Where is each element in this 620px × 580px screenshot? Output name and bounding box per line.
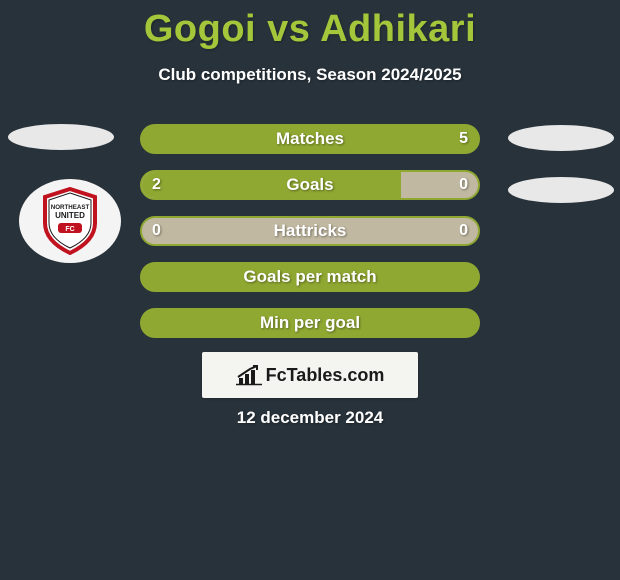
bar-label: Hattricks <box>142 218 478 244</box>
chart-icon <box>236 364 262 386</box>
brand-text: FcTables.com <box>266 365 385 386</box>
bar-row: Goals2 0 <box>140 170 480 200</box>
comparison-bars: Matches5Goals20Hattricks00Goals per matc… <box>140 124 480 354</box>
bar-value-right: 0 <box>459 218 468 244</box>
subtitle: Club competitions, Season 2024/2025 <box>0 65 620 85</box>
svg-text:FC: FC <box>65 226 74 233</box>
bar-row: Goals per match <box>140 262 480 292</box>
bar-row: Hattricks0 0 <box>140 216 480 246</box>
bar-value-right: 5 <box>459 126 468 152</box>
bar-row: Min per goal <box>140 308 480 338</box>
bar-value-right: 0 <box>459 172 468 198</box>
bar-label: Min per goal <box>142 310 478 336</box>
date-text: 12 december 2024 <box>0 408 620 428</box>
player-right-oval-1 <box>508 125 614 151</box>
bar-label: Goals per match <box>142 264 478 290</box>
bar-value-left: 0 <box>152 218 161 244</box>
player-left-oval <box>8 124 114 150</box>
player-right-oval-2 <box>508 177 614 203</box>
page-title: Gogoi vs Adhikari <box>0 0 620 51</box>
bar-row: Matches5 <box>140 124 480 154</box>
brand-box: FcTables.com <box>202 352 418 398</box>
bar-label: Goals <box>142 172 478 198</box>
svg-text:NORTHEAST: NORTHEAST <box>51 204 90 211</box>
crest-icon: NORTHEAST UNITED FC <box>40 187 100 255</box>
bar-label: Matches <box>142 126 478 152</box>
club-crest: NORTHEAST UNITED FC <box>19 179 121 263</box>
bar-value-left: 2 <box>152 172 161 198</box>
svg-text:UNITED: UNITED <box>55 211 85 220</box>
